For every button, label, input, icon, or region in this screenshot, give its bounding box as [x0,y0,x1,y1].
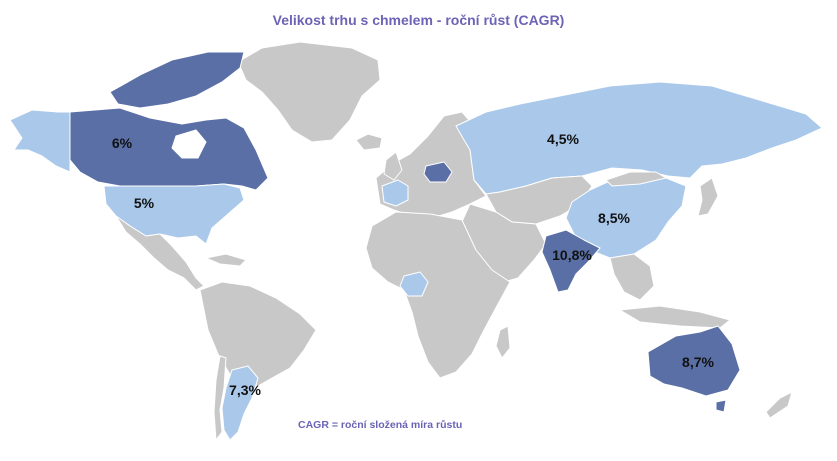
region-new-zealand [765,391,793,419]
region-iceland [355,133,383,151]
region-tasmania [715,399,727,413]
region-poland [423,161,453,183]
region-canada [69,107,269,191]
region-india [541,229,601,293]
region-mexico [115,215,205,291]
region-madagascar [495,325,511,359]
region-canada-islands [109,51,245,109]
label-canada: 6% [112,135,133,151]
label-argentina: 7,3% [229,382,261,398]
region-south-america [199,281,317,387]
region-se-asia [609,253,655,301]
region-usa [103,183,245,245]
label-russia: 4,5% [547,131,579,147]
region-caribbean [205,253,247,267]
region-argentina [221,365,259,441]
label-australia: 8,7% [682,354,714,370]
region-alaska [9,109,71,173]
label-usa: 5% [134,195,155,211]
region-australia [647,325,741,397]
map-title: Velikost trhu s chmelem - roční růst (CA… [272,12,565,28]
region-japan [697,177,719,217]
region-africa [365,211,511,379]
region-mongolia [605,171,667,187]
cagr-footnote: CAGR = roční složená míra růstu [298,419,463,431]
label-india: 10,8% [552,247,592,263]
region-chile [213,355,227,441]
region-nigeria [399,271,429,297]
label-china: 8,5% [598,210,630,226]
region-hudson-bay [171,129,207,159]
region-greenland [237,41,381,143]
region-uk [383,151,403,181]
region-indonesia [619,305,731,329]
region-france [381,179,409,207]
